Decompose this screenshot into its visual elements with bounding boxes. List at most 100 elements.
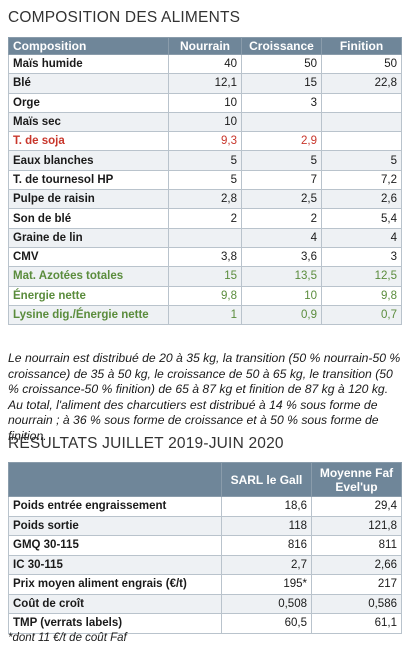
row-label: GMQ 30-115 (8, 535, 222, 556)
row-value: 3 (241, 92, 322, 113)
composition-row: Graine de lin 4 4 (8, 227, 402, 248)
row-value: 61,1 (311, 613, 402, 634)
row-label: Maïs sec (8, 111, 169, 133)
row-value: 2,8 (168, 189, 242, 210)
row-value: 2,5 (241, 189, 322, 210)
row-value: 29,4 (311, 496, 402, 517)
row-value: 13,5 (241, 266, 322, 287)
row-value: 2,6 (321, 189, 402, 210)
row-label: Poids entrée engraissement (8, 496, 222, 517)
row-value: 3,6 (241, 246, 322, 268)
row-label: Pulpe de raisin (8, 189, 169, 210)
row-value: 10 (168, 111, 242, 133)
composition-note: Le nourrain est distribué de 20 à 35 kg,… (8, 351, 401, 443)
row-value: 2 (241, 208, 322, 229)
results-row: TMP (verrats labels) 60,5 61,1 (8, 613, 402, 634)
row-label: T. de soja (8, 131, 169, 152)
row-label: Lysine dig./Énergie nette (8, 304, 169, 326)
results-row: IC 30-115 2,7 2,66 (8, 554, 402, 575)
row-value (321, 92, 402, 113)
row-value: 2,7 (221, 554, 312, 575)
header-sarl-le-gall: SARL le Gall (221, 462, 312, 497)
row-value: 22,8 (321, 73, 402, 94)
row-value: 0,508 (221, 593, 312, 614)
results-row: Prix moyen aliment engrais (€/t) 195* 217 (8, 574, 402, 595)
row-value: 811 (311, 535, 402, 556)
row-value: 12,5 (321, 266, 402, 287)
row-value: 1 (168, 304, 242, 326)
row-value: 0,7 (321, 304, 402, 326)
composition-row: Son de blé 2 2 5,4 (8, 208, 402, 229)
composition-row: Orge 10 3 (8, 92, 402, 113)
row-value: 15 (241, 73, 322, 94)
results-row: Poids entrée engraissement 18,6 29,4 (8, 496, 402, 517)
composition-row: Mat. Azotées totales 15 13,5 12,5 (8, 266, 402, 287)
row-value: 10 (168, 92, 242, 113)
row-value: 217 (311, 574, 402, 595)
row-label: Mat. Azotées totales (8, 266, 169, 287)
row-value: 5 (241, 150, 322, 171)
composition-row: Lysine dig./Énergie nette 1 0,9 0,7 (8, 304, 402, 326)
results-row: Coût de croît 0,508 0,586 (8, 593, 402, 614)
row-value: 60,5 (221, 613, 312, 634)
row-value: 5 (168, 150, 242, 171)
row-label: Eaux blanches (8, 150, 169, 171)
row-value: 4 (241, 227, 322, 248)
row-value: 50 (321, 53, 402, 75)
row-value: 0,586 (311, 593, 402, 614)
row-label: Blé (8, 73, 169, 94)
row-value (321, 131, 402, 152)
row-value: 195* (221, 574, 312, 595)
row-label: Orge (8, 92, 169, 113)
row-value: 3,8 (168, 246, 242, 268)
row-value: 0,9 (241, 304, 322, 326)
results-table: SARL le Gall Moyenne Faf Evel'up Poids e… (8, 462, 402, 634)
row-value (168, 227, 242, 248)
header-composition: Composition (8, 37, 169, 55)
composition-row: Pulpe de raisin 2,8 2,5 2,6 (8, 189, 402, 210)
row-value: 2 (168, 208, 242, 229)
results-row: Poids sortie 118 121,8 (8, 515, 402, 536)
row-value: 9,3 (168, 131, 242, 152)
row-value: 5 (168, 169, 242, 191)
row-label: CMV (8, 246, 169, 268)
composition-row: CMV 3,8 3,6 3 (8, 246, 402, 268)
header-empty (8, 462, 222, 497)
row-value: 18,6 (221, 496, 312, 517)
composition-row: Maïs sec 10 (8, 111, 402, 133)
row-value: 118 (221, 515, 312, 536)
row-label: T. de tournesol HP (8, 169, 169, 191)
composition-row: T. de tournesol HP 5 7 7,2 (8, 169, 402, 191)
results-header-row: SARL le Gall Moyenne Faf Evel'up (8, 462, 402, 497)
row-label: Poids sortie (8, 515, 222, 536)
results-row: GMQ 30-115 816 811 (8, 535, 402, 556)
row-value: 9,8 (168, 285, 242, 306)
row-label: IC 30-115 (8, 554, 222, 575)
row-value: 10 (241, 285, 322, 306)
row-value: 2,9 (241, 131, 322, 152)
composition-row: Eaux blanches 5 5 5 (8, 150, 402, 171)
composition-row: Énergie nette 9,8 10 9,8 (8, 285, 402, 306)
row-value: 7,2 (321, 169, 402, 191)
row-label: TMP (verrats labels) (8, 613, 222, 634)
row-value: 816 (221, 535, 312, 556)
row-value: 50 (241, 53, 322, 75)
header-finition: Finition (321, 37, 402, 55)
row-value (321, 111, 402, 133)
row-value: 3 (321, 246, 402, 268)
row-value: 9,8 (321, 285, 402, 306)
row-value: 5 (321, 150, 402, 171)
row-value (241, 111, 322, 133)
composition-row: Blé 12,1 15 22,8 (8, 73, 402, 94)
row-label: Graine de lin (8, 227, 169, 248)
row-label: Son de blé (8, 208, 169, 229)
results-title: RÉSULTATS JUILLET 2019-JUIN 2020 (8, 435, 284, 452)
composition-row: T. de soja 9,3 2,9 (8, 131, 402, 152)
row-value: 5,4 (321, 208, 402, 229)
results-footnote: *dont 11 €/t de coût Faf (8, 632, 127, 644)
row-value: 12,1 (168, 73, 242, 94)
row-label: Prix moyen aliment engrais (€/t) (8, 574, 222, 595)
row-value: 15 (168, 266, 242, 287)
row-value: 40 (168, 53, 242, 75)
row-label: Maïs humide (8, 53, 169, 75)
